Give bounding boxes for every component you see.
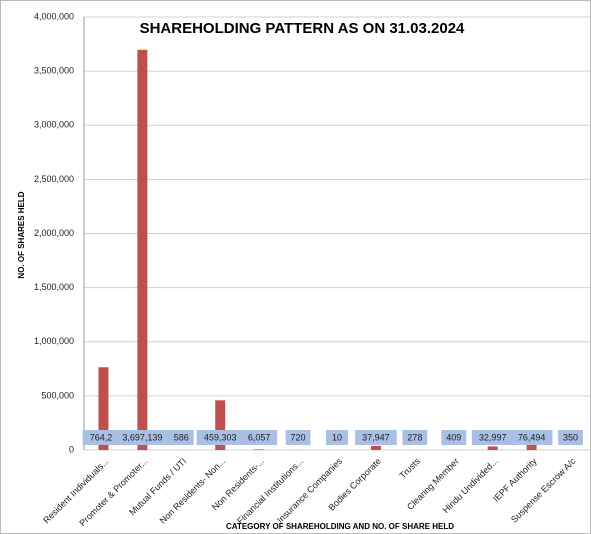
- data-label-box: [285, 430, 311, 445]
- data-label-box: [471, 430, 514, 445]
- data-label: 32,997: [479, 432, 507, 442]
- data-label-box: [241, 430, 278, 445]
- data-label: 37,947: [362, 432, 390, 442]
- data-label-box: [196, 430, 244, 445]
- y-tick-label: 2,000,000: [34, 228, 74, 238]
- bar: [526, 441, 537, 450]
- data-label: 409: [446, 432, 461, 442]
- data-label-box: [168, 430, 194, 445]
- data-label-box: [326, 430, 348, 445]
- data-label: 720: [291, 432, 306, 442]
- data-label-box: [441, 430, 467, 445]
- bar: [215, 400, 226, 450]
- bar: [98, 367, 109, 450]
- bar: [370, 445, 381, 450]
- y-tick-label: 500,000: [41, 390, 74, 400]
- data-label-box: [402, 430, 428, 445]
- bar: [254, 449, 265, 450]
- x-axis-title: CATEGORY OF SHAREHOLDING AND NO. OF SHAR…: [226, 522, 454, 531]
- data-label: 459,303: [204, 432, 237, 442]
- y-tick-label: 2,500,000: [34, 174, 74, 184]
- data-label-box: [510, 430, 553, 445]
- data-label: 764,21: [90, 432, 118, 442]
- y-tick-label: 3,500,000: [34, 66, 74, 76]
- data-label: 278: [407, 432, 422, 442]
- bar: [137, 49, 148, 451]
- y-tick-label: 0: [69, 444, 74, 454]
- data-label: 6,057: [248, 432, 271, 442]
- y-tick-label: 1,500,000: [34, 282, 74, 292]
- y-tick-label: 1,000,000: [34, 336, 74, 346]
- y-tick-label: 3,000,000: [34, 120, 74, 130]
- data-label: 586: [174, 432, 189, 442]
- data-label: 76,494: [518, 432, 546, 442]
- y-tick-label: 4,000,000: [34, 11, 74, 21]
- chart-title: SHAREHOLDING PATTERN AS ON 31.03.2024: [140, 20, 465, 37]
- y-axis-title: NO. OF SHARES HELD: [17, 191, 26, 278]
- data-label-box: [113, 430, 172, 445]
- data-label: 10: [332, 432, 342, 442]
- data-label-box: [558, 430, 583, 445]
- data-label-box: [355, 430, 397, 445]
- bar: [487, 446, 498, 450]
- data-label: 3,697,139: [122, 432, 162, 442]
- data-label: 350: [563, 432, 578, 442]
